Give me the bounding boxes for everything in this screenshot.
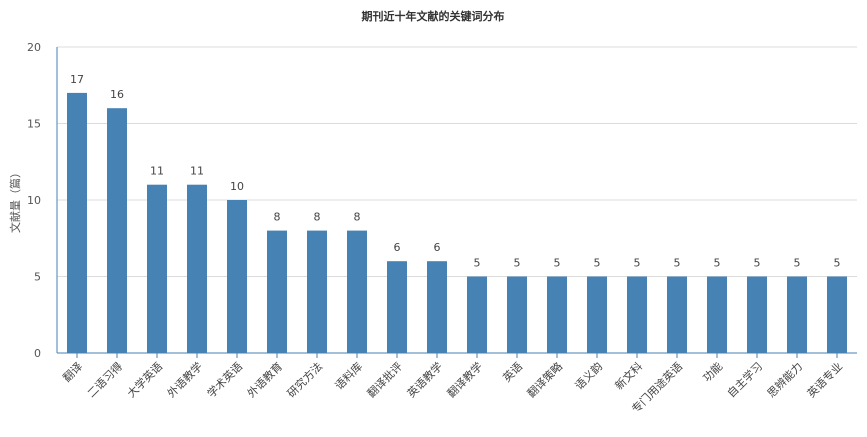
bar — [827, 276, 847, 353]
data-label: 5 — [634, 257, 641, 270]
bar — [467, 276, 487, 353]
data-label: 5 — [554, 257, 561, 270]
x-tick-label: 翻译策略 — [524, 359, 565, 400]
x-tick-label: 思辨能力 — [764, 359, 805, 400]
bar — [307, 230, 327, 353]
data-label: 16 — [110, 88, 124, 101]
data-label: 5 — [674, 257, 681, 270]
y-axis: 0 5 10 15 20 — [27, 41, 58, 360]
bar — [427, 261, 447, 353]
data-label: 11 — [150, 165, 164, 178]
data-label: 5 — [714, 257, 721, 270]
data-label: 5 — [514, 257, 521, 270]
bar — [227, 200, 247, 353]
data-label: 8 — [274, 211, 281, 224]
x-tick-label: 学术英语 — [204, 359, 245, 400]
data-label: 8 — [314, 211, 321, 224]
data-label: 6 — [394, 241, 401, 254]
y-tick-label: 0 — [34, 347, 41, 360]
y-tick-label: 10 — [27, 194, 41, 207]
x-tick-label: 英语专业 — [804, 359, 845, 400]
data-label: 5 — [794, 257, 801, 270]
bar — [667, 276, 687, 353]
x-tick-label: 外语教育 — [244, 359, 285, 400]
data-label: 6 — [434, 241, 441, 254]
x-tick-label: 二语习得 — [85, 360, 125, 400]
bar — [747, 276, 767, 353]
bar — [787, 276, 807, 353]
bar — [107, 108, 127, 353]
bar — [267, 230, 287, 353]
data-label: 10 — [230, 180, 244, 193]
x-tick-label: 新文科 — [612, 359, 645, 392]
bar — [187, 184, 207, 353]
x-tick-label: 翻译批评 — [364, 359, 405, 400]
y-axis-label: 文献量（篇） — [8, 167, 22, 233]
y-tick-label: 5 — [34, 271, 41, 284]
bar — [587, 276, 607, 353]
data-label: 5 — [834, 257, 841, 270]
x-tick-label: 自主学习 — [724, 359, 765, 400]
x-tick-label: 语料库 — [332, 359, 365, 392]
data-label: 8 — [354, 211, 361, 224]
x-tick-label: 翻译教学 — [444, 359, 485, 400]
x-tick-label: 大学英语 — [124, 359, 165, 400]
data-labels: 17 16 11 11 10 8 8 8 6 6 5 5 5 5 5 5 5 5 5 5 — [70, 73, 841, 270]
x-tick-label: 英语教学 — [404, 359, 445, 400]
x-tick-label: 语义韵 — [572, 359, 605, 392]
y-tick-label: 15 — [27, 118, 41, 131]
x-tick-label: 外语教学 — [164, 359, 205, 400]
x-tick-label: 翻译 — [60, 359, 85, 384]
x-tick-label: 功能 — [700, 359, 725, 384]
data-label: 5 — [474, 257, 481, 270]
bar — [627, 276, 647, 353]
y-tick-label: 20 — [27, 41, 41, 54]
bar — [147, 184, 167, 353]
bar — [347, 230, 367, 353]
bars — [67, 92, 847, 354]
x-tick-label: 研究方法 — [284, 359, 325, 400]
chart-title: 期刊近十年文献的关键词分布 — [362, 9, 505, 23]
x-axis: 翻译 二语习得 大学英语 外语教学 学术英语 外语教育 研究方法 语料库 翻译批评 英语教学 翻译教… — [57, 352, 857, 416]
bar — [507, 276, 527, 353]
x-tick-label: 英语 — [500, 359, 525, 384]
data-label: 17 — [70, 73, 84, 86]
gridlines — [57, 46, 857, 277]
data-label: 5 — [754, 257, 761, 270]
bar — [67, 92, 87, 354]
data-label: 11 — [190, 165, 204, 178]
data-label: 5 — [594, 257, 601, 270]
bar — [547, 276, 567, 353]
bar — [707, 276, 727, 353]
bar — [387, 261, 407, 353]
